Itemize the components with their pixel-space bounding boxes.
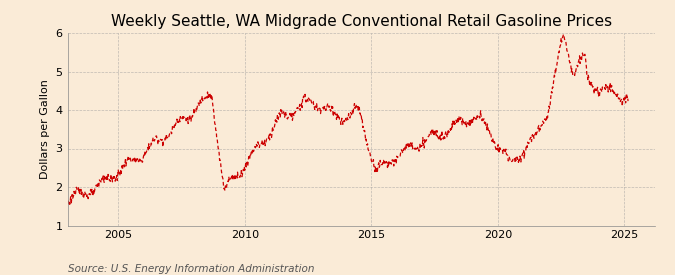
Text: Source: U.S. Energy Information Administration: Source: U.S. Energy Information Administ… <box>68 264 314 274</box>
Title: Weekly Seattle, WA Midgrade Conventional Retail Gasoline Prices: Weekly Seattle, WA Midgrade Conventional… <box>111 14 612 29</box>
Y-axis label: Dollars per Gallon: Dollars per Gallon <box>40 79 50 179</box>
